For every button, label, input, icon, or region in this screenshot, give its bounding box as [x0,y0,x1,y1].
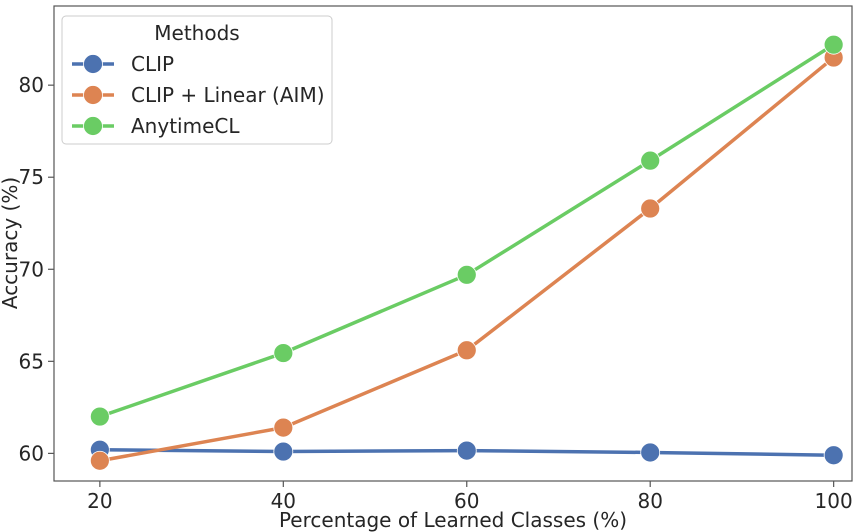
data-point-clip-linear-aim [640,198,661,219]
data-point-anytimecl [640,150,661,171]
y-axis-label: Accuracy (%) [0,177,22,309]
legend-marker-clip [83,54,103,74]
data-point-clip-linear-aim [273,417,294,438]
series-layer [89,34,844,471]
x-axis-ticks: 20 40 60 80 100 [87,481,853,513]
data-point-clip-linear-aim [456,340,477,361]
legend-label-clip: CLIP [131,52,174,76]
data-point-anytimecl [273,343,294,363]
data-point-anytimecl [89,406,110,427]
legend-box [61,15,333,145]
x-tick-label: 80 [637,489,662,513]
y-tick-label: 75 [19,165,44,189]
y-axis-ticks: 60 65 70 75 80 [19,73,54,465]
y-tick-label: 80 [19,73,44,97]
data-point-anytimecl [456,264,477,285]
x-tick-label: 20 [87,489,112,513]
legend-items: CLIP CLIP + Linear (AIM) AnytimeCL [72,52,325,138]
legend-marker-anytimecl [83,116,103,136]
legend-title: Methods [154,21,239,45]
legend-marker-clip-linear-aim [83,85,103,105]
data-point-clip-linear-aim [89,450,110,471]
data-point-anytimecl [823,34,844,55]
data-point-clip [273,441,294,462]
x-axis-label: Percentage of Learned Classes (%) [279,508,627,532]
y-tick-label: 60 [19,441,44,465]
x-tick-label: 60 [454,489,479,513]
legend: Methods CLIP CLIP + Linear (AIM) AnytimeCL [61,15,333,145]
data-point-clip [640,442,661,463]
data-point-clip [823,445,844,466]
y-tick-label: 65 [19,349,44,373]
legend-label-clip-linear-aim: CLIP + Linear (AIM) [131,83,325,107]
legend-label-anytimecl: AnytimeCL [131,114,240,138]
x-tick-label: 40 [271,489,296,513]
data-point-clip [456,440,477,461]
y-tick-label: 70 [19,257,44,281]
x-tick-label: 100 [815,489,853,513]
